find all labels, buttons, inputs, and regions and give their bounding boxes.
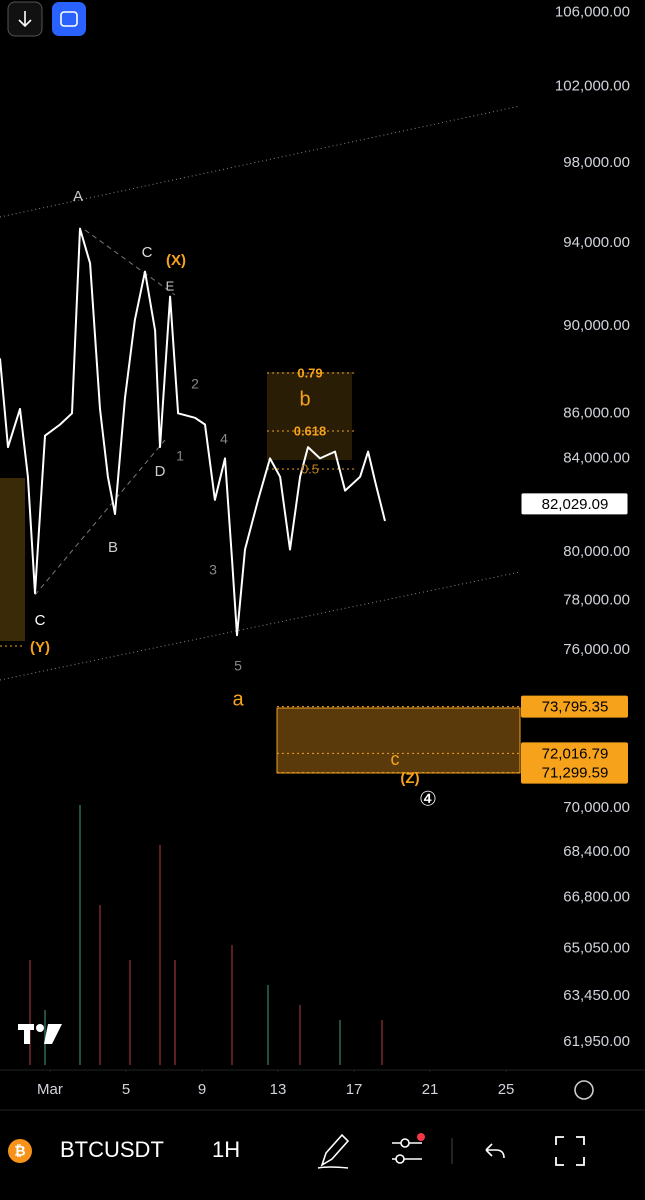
wave-label: (Y) (30, 639, 50, 656)
y-tick-label: 66,800.00 (563, 888, 630, 905)
target-zone (276, 707, 521, 774)
wave-label: 1 (176, 448, 184, 464)
x-tick-label: Mar (37, 1081, 63, 1098)
y-tick-label: 65,050.00 (563, 939, 630, 956)
price-label: 82,029.09 (542, 496, 609, 513)
interval[interactable]: 1H (212, 1137, 240, 1162)
y-tick-label: 98,000.00 (563, 154, 630, 171)
y-tick-label: 102,000.00 (555, 77, 630, 94)
notification-dot (417, 1133, 425, 1141)
x-tick-label: 25 (498, 1081, 515, 1098)
wave-label: B (108, 539, 118, 556)
wave-label: ④ (419, 788, 437, 810)
wave-label: 0.5 (301, 461, 319, 476)
y-tick-label: 70,000.00 (563, 799, 630, 816)
x-tick-label: 5 (122, 1081, 130, 1098)
wave-label: 0.79 (297, 365, 322, 380)
wave-label: C (142, 244, 153, 261)
y-tick-label: 84,000.00 (563, 449, 630, 466)
wave-label: 4 (220, 431, 228, 447)
triangle-line (34, 439, 166, 596)
price-label: 71,299.59 (542, 765, 609, 782)
x-tick-label: 13 (270, 1081, 287, 1098)
symbol[interactable]: BTCUSDT (60, 1137, 164, 1162)
fib-box (267, 372, 352, 460)
y-tick-label: 63,450.00 (563, 987, 630, 1004)
indicators-knob (400, 1138, 410, 1148)
y-tick-label: 94,000.00 (563, 234, 630, 251)
wave-label: 5 (234, 658, 242, 674)
price-label: 72,016.79 (542, 745, 609, 762)
price-line (0, 227, 386, 637)
undo-button[interactable] (485, 1143, 505, 1159)
triangle-line (84, 229, 176, 296)
wave-label: A (73, 188, 83, 205)
draw-button[interactable] (317, 1133, 350, 1169)
channel-line (0, 105, 521, 218)
y-tick-label: 68,400.00 (563, 843, 630, 860)
price-label-box (521, 695, 628, 718)
x-tick-label: 9 (198, 1081, 206, 1098)
y-tick-label: 86,000.00 (563, 404, 630, 421)
sync-button[interactable] (52, 2, 86, 36)
y-tick-label: 80,000.00 (563, 543, 630, 560)
settings-button[interactable] (574, 1080, 594, 1100)
wave-label: 0.618 (294, 423, 327, 438)
price-label-box (520, 492, 629, 516)
wave-label: (X) (166, 252, 186, 269)
channel-line (0, 571, 521, 681)
wave-label: c (391, 749, 400, 769)
logo (18, 1024, 62, 1044)
price-label-box (521, 742, 628, 765)
symbol-icon (8, 1139, 32, 1163)
price-label: 73,795.35 (542, 699, 609, 716)
sync-icon (60, 11, 78, 27)
y-tick-label: 61,950.00 (563, 1033, 630, 1050)
indicators-knob (395, 1154, 405, 1164)
y-tick-label: 106,000.00 (555, 4, 630, 21)
fullscreen-button[interactable] (555, 1136, 585, 1166)
wave-label: E (166, 278, 175, 293)
wave-label: (Z) (400, 770, 419, 787)
x-tick-label: 17 (346, 1081, 363, 1098)
symbol-icon-glyph: ₿ (14, 1143, 25, 1159)
wave-label: a (232, 688, 244, 710)
wave-label: C (35, 612, 46, 629)
wave-label: 2 (191, 376, 199, 392)
wave-label: 3 (209, 562, 217, 578)
y-tick-label: 76,000.00 (563, 641, 630, 658)
zone-box (0, 478, 25, 641)
y-tick-label: 90,000.00 (563, 317, 630, 334)
price-label-box (521, 761, 628, 784)
wave-label: D (155, 463, 166, 480)
download-icon (18, 11, 32, 28)
x-tick-label: 21 (422, 1081, 439, 1098)
y-tick-label: 78,000.00 (563, 591, 630, 608)
volume-bars (29, 805, 383, 1065)
wave-label: b (299, 388, 310, 410)
